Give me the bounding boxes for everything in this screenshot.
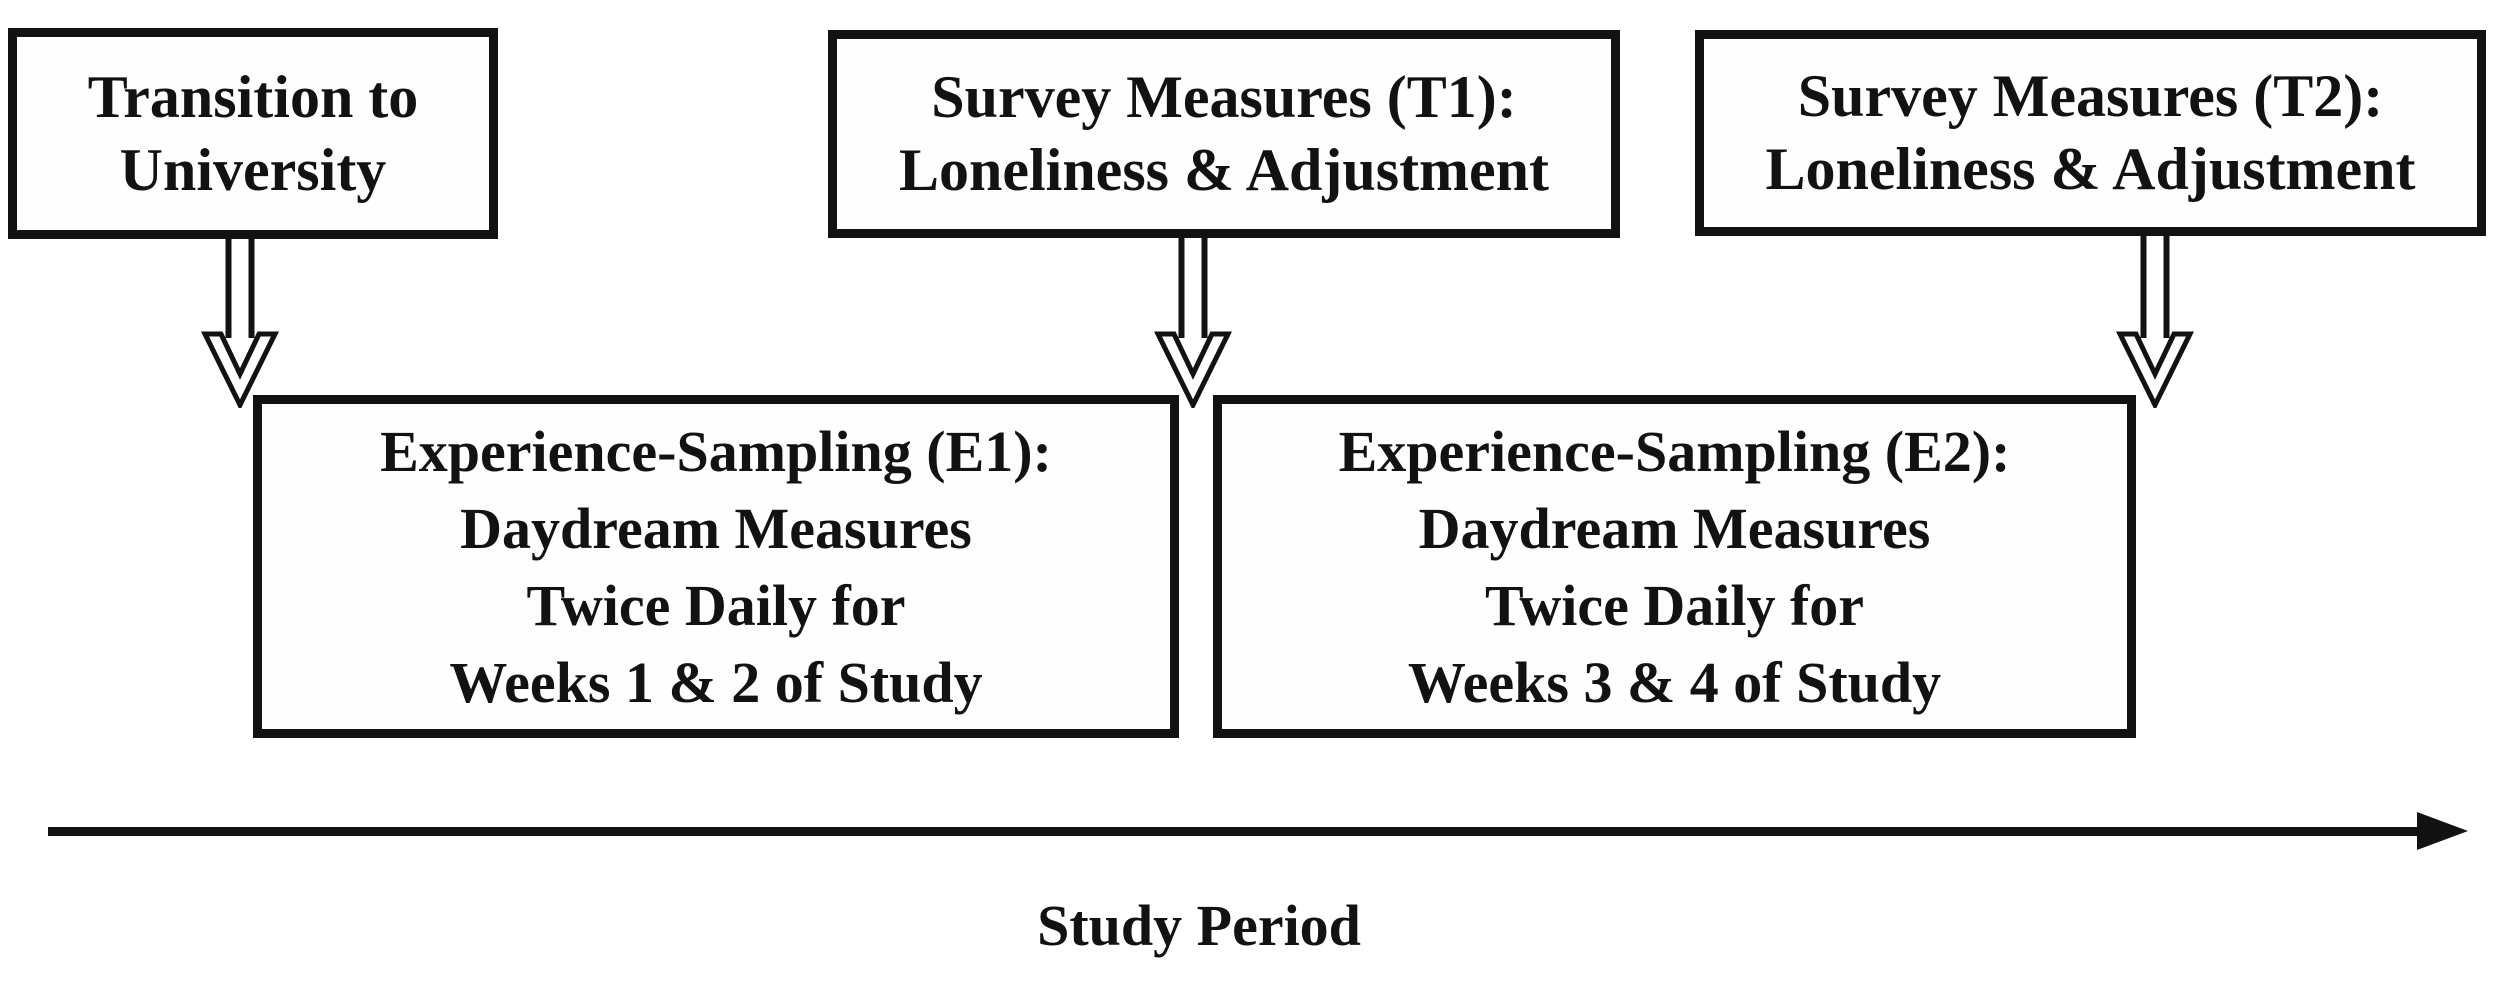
box-text-line: Experience-Sampling (E1): bbox=[380, 418, 1052, 484]
box-text-line: Twice Daily for bbox=[1484, 572, 1865, 638]
box-text-line: Daydream Measures bbox=[460, 495, 972, 561]
timeline-arrow-line bbox=[48, 827, 2420, 836]
box-experience-sampling-e2: Experience-Sampling (E2): Daydream Measu… bbox=[1213, 395, 2136, 738]
box-text-line: Survey Measures (T1): bbox=[931, 64, 1517, 130]
box-text-line: Loneliness & Adjustment bbox=[898, 137, 1550, 203]
box-text-line: Loneliness & Adjustment bbox=[1765, 136, 2416, 202]
down-arrow-icon bbox=[1153, 236, 1233, 408]
box-transition-to-university: Transition to University bbox=[8, 28, 498, 239]
box-experience-sampling-e1: Experience-Sampling (E1): Daydream Measu… bbox=[253, 395, 1179, 738]
box-text-line: University bbox=[119, 136, 387, 203]
box-text-line: Weeks 3 & 4 of Study bbox=[1407, 649, 1942, 715]
down-arrow-icon bbox=[200, 236, 280, 408]
down-arrow-icon bbox=[2115, 236, 2195, 408]
box-text-line: Weeks 1 & 2 of Study bbox=[449, 649, 983, 715]
box-survey-measures-t1: Survey Measures (T1): Loneliness & Adjus… bbox=[828, 30, 1620, 238]
box-text-line: Survey Measures (T2): bbox=[1797, 63, 2384, 129]
box-text-line: Twice Daily for bbox=[526, 572, 906, 638]
box-survey-measures-t2: Survey Measures (T2): Loneliness & Adjus… bbox=[1695, 30, 2486, 236]
box-text-line: Transition to bbox=[87, 63, 419, 130]
box-text-line: Daydream Measures bbox=[1418, 495, 1931, 561]
box-text-line: Experience-Sampling (E2): bbox=[1338, 418, 2011, 484]
timeline-arrowhead-icon bbox=[2417, 812, 2468, 850]
timeline-label: Study Period bbox=[1037, 893, 1361, 958]
